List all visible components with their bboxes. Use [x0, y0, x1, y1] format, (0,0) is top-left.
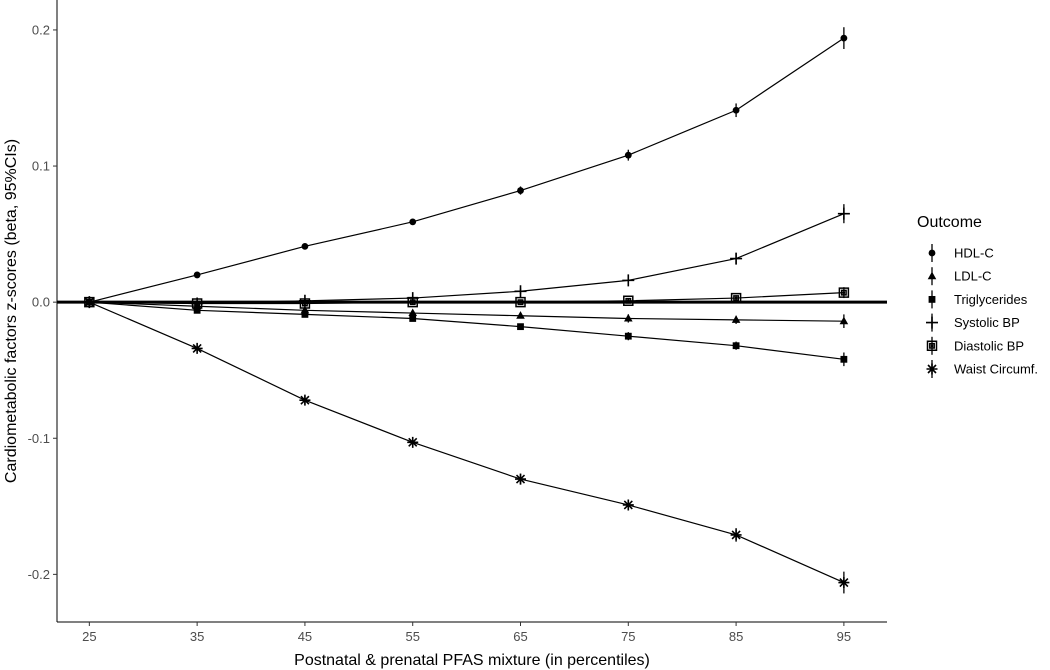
- data-point: [301, 242, 309, 250]
- data-point-center: [627, 299, 630, 302]
- x-tick-label: 25: [82, 629, 96, 644]
- data-point: [623, 295, 634, 307]
- data-point-center: [195, 302, 199, 305]
- legend-item: Triglycerides: [928, 290, 1028, 309]
- legend-key-marker: [928, 296, 936, 303]
- data-point-center: [734, 296, 738, 300]
- data-point-center: [303, 302, 307, 305]
- legend-label: Systolic BP: [954, 315, 1020, 330]
- data-point: [299, 298, 311, 309]
- series-line: [89, 37, 845, 303]
- legend-label: LDL-C: [954, 269, 992, 284]
- x-tick-label: 75: [621, 629, 635, 644]
- data-point-center: [842, 291, 846, 294]
- legend-item: Systolic BP: [926, 313, 1020, 332]
- data-point: [517, 187, 524, 194]
- legend-title: Outcome: [917, 214, 982, 231]
- legend-label: Diastolic BP: [954, 338, 1024, 353]
- axes: 25 35 45 55 65 75 85 95 -0.2 -0.1 0.0 0.1 0.2 Postnat…: [3, 0, 887, 669]
- series-line: [89, 292, 844, 305]
- legend-label: Waist Circumf.: [954, 362, 1038, 377]
- series-triglycerides: [85, 298, 848, 367]
- data-point: [730, 529, 742, 541]
- data-point: [517, 323, 524, 331]
- data-point: [839, 316, 849, 325]
- data-point: [731, 315, 741, 323]
- y-tick-label: -0.1: [28, 431, 50, 446]
- x-tick-label: 55: [405, 629, 419, 644]
- plot-series: [83, 27, 850, 594]
- legend: Outcome HDL-C LDL-C Triglycerides Systolic B…: [917, 214, 1038, 378]
- y-tick-label: 0.2: [32, 22, 50, 37]
- data-point: [515, 296, 526, 308]
- legend-key-marker: [926, 363, 938, 375]
- legend-item: Diastolic BP: [926, 336, 1024, 355]
- data-point: [191, 298, 203, 309]
- data-point: [837, 207, 850, 220]
- data-point: [301, 311, 309, 318]
- data-point: [409, 218, 417, 226]
- series-hdl-c: [85, 27, 848, 306]
- data-point: [191, 342, 203, 354]
- data-point: [624, 151, 632, 159]
- data-point: [515, 473, 527, 485]
- legend-item: LDL-C: [927, 267, 992, 286]
- x-tick-label: 45: [298, 629, 312, 644]
- legend-label: Triglycerides: [954, 292, 1028, 307]
- x-tick-label: 95: [837, 629, 851, 644]
- data-point: [840, 34, 848, 42]
- series-line: [89, 301, 845, 584]
- x-tick-label: 35: [190, 629, 204, 644]
- y-tick-label: 0.0: [32, 295, 50, 310]
- data-point: [516, 311, 525, 319]
- series-line: [89, 301, 844, 322]
- data-point: [514, 285, 527, 298]
- legend-key-marker: [927, 271, 937, 280]
- data-point: [83, 296, 95, 308]
- data-point: [408, 308, 418, 317]
- legend-item: HDL-C: [928, 244, 994, 262]
- data-point: [840, 355, 848, 363]
- data-point: [409, 315, 417, 322]
- legend-label: HDL-C: [954, 246, 994, 261]
- data-point: [299, 394, 311, 406]
- series-diastolic-bp: [84, 287, 850, 309]
- legend-item: Waist Circumf.: [926, 360, 1038, 378]
- data-point: [622, 274, 635, 287]
- data-point: [193, 271, 201, 279]
- data-point: [624, 332, 632, 340]
- x-axis-title: Postnatal & prenatal PFAS mixture (in pe…: [294, 652, 650, 669]
- x-tick-label: 85: [729, 629, 743, 644]
- data-point: [732, 106, 740, 114]
- data-point: [193, 306, 201, 314]
- y-tick-label: 0.1: [32, 159, 50, 174]
- data-point: [838, 287, 850, 298]
- series-line: [89, 301, 844, 360]
- x-tick-label: 65: [513, 629, 527, 644]
- data-point: [730, 292, 742, 304]
- legend-key-marker: [926, 340, 938, 352]
- y-tick-label: -0.2: [28, 567, 50, 582]
- data-point: [407, 436, 419, 448]
- data-point-center: [519, 300, 522, 304]
- legend-key-marker: [928, 249, 936, 257]
- data-point: [622, 499, 634, 511]
- legend-key-marker: [926, 316, 938, 329]
- data-point: [623, 313, 633, 322]
- data-point: [838, 577, 850, 589]
- y-axis-title: Cardiometabolic factors z-scores (beta, …: [3, 139, 20, 483]
- legend-key-marker-center: [930, 344, 934, 347]
- data-point: [407, 296, 418, 308]
- series-waist-circumf-: [83, 296, 850, 594]
- data-point: [730, 252, 743, 265]
- data-point-center: [411, 300, 414, 304]
- data-point: [732, 342, 740, 350]
